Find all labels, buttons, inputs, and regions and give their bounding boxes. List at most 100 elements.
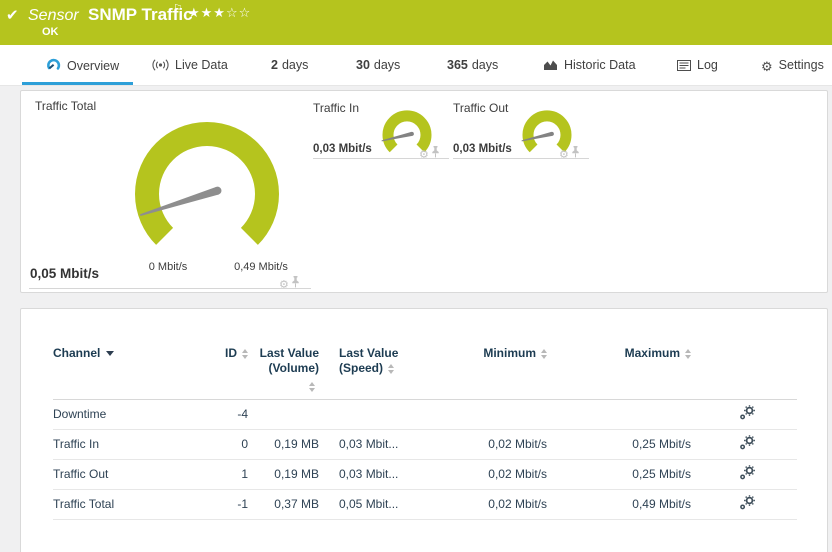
channel-last-speed: 0,03 Mbit... [319,459,409,490]
gauge-out-label: Traffic Out [453,101,509,115]
channel-name[interactable]: Traffic In [53,429,203,460]
channel-last-volume: 0,19 MB [248,459,319,490]
tab-365-days[interactable]: 365 days [447,58,499,72]
tab-live-data[interactable]: Live Data [152,58,228,74]
column-header-maximum[interactable]: Maximum [567,339,711,400]
sensor-status-header: ✔ Sensor SNMP Traffic ⚐ ★★★☆☆ OK [0,0,832,45]
area-chart-icon [543,59,558,74]
channels-table: Channel ID Last Value (Volume) Last Valu… [53,339,797,520]
sort-icon [685,348,691,359]
channel-minimum: 0,02 Mbit/s [409,429,567,460]
sort-icon [541,348,547,359]
channel-last-volume [248,399,319,430]
log-list-icon [677,60,691,74]
tab-overview-label: Overview [67,59,120,73]
tab-bar: Overview Live Data 2 days 30 days 365 days [0,45,832,86]
sort-desc-icon [106,351,115,357]
pin-icon[interactable] [431,146,440,161]
column-header-last-value-speed[interactable]: Last Value (Speed) [319,339,409,400]
gauge-total-actions: ⚙ [279,276,300,291]
pin-icon[interactable] [571,146,580,161]
priority-stars[interactable]: ★★★☆☆ [188,6,252,21]
flag-icon[interactable]: ⚐ [173,2,183,15]
tab-30-days[interactable]: 30 days [356,58,401,72]
table-row: Downtime -4 [53,399,797,430]
gauge-total-scale-min: 0 Mbit/s [148,261,188,273]
column-header-channel[interactable]: Channel [53,339,203,400]
table-row: Traffic Total -1 0,37 MB 0,05 Mbit... 0,… [53,489,797,520]
overview-content: Traffic Total 0 Mbit/s 0,49 Mbit/s 0,05 … [0,86,832,552]
tab-2-days[interactable]: 2 days [271,58,309,72]
column-header-id[interactable]: ID [203,339,248,400]
column-header-minimum[interactable]: Minimum [409,339,567,400]
channels-panel: Channel ID Last Value (Volume) Last Valu… [20,308,828,552]
tab-settings-label: Settings [778,58,824,72]
table-row: Traffic Out 1 0,19 MB 0,03 Mbit... 0,02 … [53,459,797,490]
table-header-row: Channel ID Last Value (Volume) Last Valu… [53,339,797,400]
channel-last-volume: 0,19 MB [248,429,319,460]
broadcast-icon [152,59,169,74]
gauge-total-label: Traffic Total [35,99,97,113]
column-header-last-value-volume[interactable]: Last Value (Volume) [248,339,319,400]
column-header-actions [711,339,797,400]
status-check-icon: ✔ [6,6,19,24]
channel-id: 0 [203,429,248,460]
tab-historic-data-label: Historic Data [564,58,636,72]
gauge-total-value: 0,05 Mbit/s [30,266,100,281]
channel-last-speed: 0,05 Mbit... [319,489,409,520]
sort-icon [309,381,315,392]
gear-icon[interactable]: ⚙ [419,148,429,161]
gauge-icon [46,58,61,75]
channel-id: 1 [203,459,248,490]
tab-log[interactable]: Log [677,58,718,74]
sensor-kind-label: Sensor [28,7,79,24]
gauge-out-actions: ⚙ [559,146,580,161]
channel-id: -1 [203,489,248,520]
gauge-total-scale-max: 0,49 Mbit/s [234,261,288,273]
channel-last-speed: 0,03 Mbit... [319,429,409,460]
channel-minimum [409,399,567,430]
gauges-panel: Traffic Total 0 Mbit/s 0,49 Mbit/s 0,05 … [20,90,828,293]
channel-settings-icon[interactable] [739,435,756,453]
sort-icon [242,348,248,359]
table-row: Traffic In 0 0,19 MB 0,03 Mbit... 0,02 M… [53,429,797,460]
tab-overview[interactable]: Overview [46,58,119,75]
gear-icon[interactable]: ⚙ [559,148,569,161]
channel-settings-icon[interactable] [739,495,756,513]
channel-settings-icon[interactable] [739,465,756,483]
channel-minimum: 0,02 Mbit/s [409,459,567,490]
divider [29,288,311,289]
gauge-out-value: 0,03 Mbit/s [453,143,512,155]
channel-name[interactable]: Traffic Total [53,489,203,520]
gauge-in-value: 0,03 Mbit/s [313,143,372,155]
status-badge: OK [42,26,59,38]
divider [453,158,589,159]
tab-log-label: Log [697,58,718,72]
active-tab-underline [22,82,133,85]
sensor-title: SNMP Traffic [88,5,193,24]
channel-settings-icon[interactable] [739,405,756,423]
channel-maximum: 0,25 Mbit/s [567,459,711,490]
channel-id: -4 [203,399,248,430]
divider [313,158,449,159]
gear-icon[interactable]: ⚙ [279,278,289,291]
traffic-in-gauge [379,107,435,168]
gauge-in-label: Traffic In [313,101,360,115]
channel-maximum [567,399,711,430]
pin-icon[interactable] [291,276,300,291]
channel-maximum: 0,25 Mbit/s [567,429,711,460]
channel-minimum: 0,02 Mbit/s [409,489,567,520]
channel-name[interactable]: Downtime [53,399,203,430]
traffic-total-gauge [132,119,282,274]
gear-icon: ⚙ [761,60,773,75]
tab-live-data-label: Live Data [175,58,228,72]
channel-last-volume: 0,37 MB [248,489,319,520]
gauge-in-actions: ⚙ [419,146,440,161]
channel-name[interactable]: Traffic Out [53,459,203,490]
channel-maximum: 0,49 Mbit/s [567,489,711,520]
tab-historic-data[interactable]: Historic Data [543,58,636,74]
sort-icon [388,363,395,374]
channel-last-speed [319,399,409,430]
tab-settings[interactable]: ⚙ Settings [761,58,824,75]
